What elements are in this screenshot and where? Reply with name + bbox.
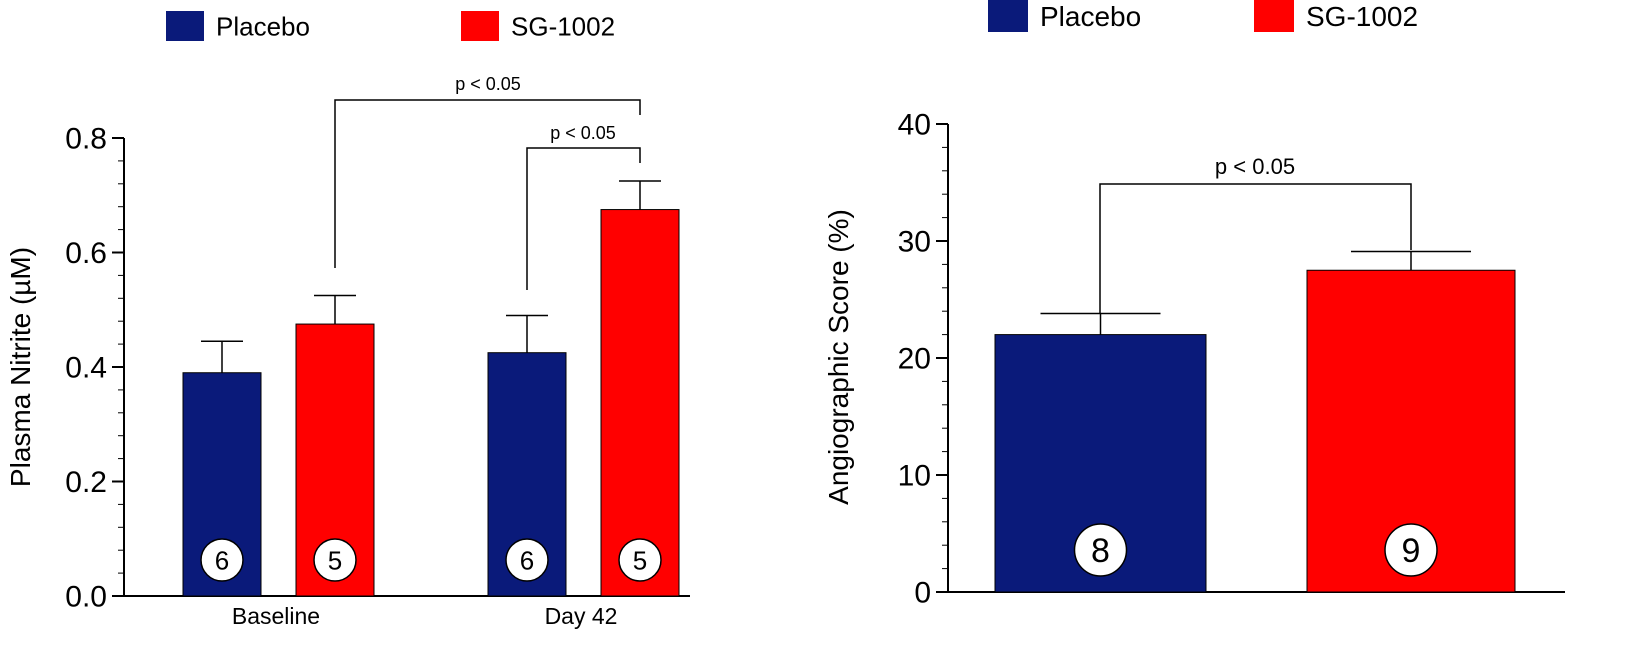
legend-label: Placebo: [1040, 1, 1141, 32]
n-badge: [618, 538, 662, 582]
x-category-label: Baseline: [232, 603, 320, 629]
legend-swatch: [1254, 0, 1294, 32]
y-axis-label: Angiographic Score (%): [823, 209, 854, 505]
n-label: 5: [633, 545, 647, 575]
y-tick-label: 0.0: [65, 581, 107, 614]
n-label: 6: [215, 545, 229, 575]
significance-bracket: [1099, 183, 1412, 313]
y-tick-label: 0.8: [65, 123, 107, 156]
legend-label: SG-1002: [1306, 1, 1418, 32]
y-tick-label: 0.2: [65, 466, 107, 499]
n-label: 6: [520, 545, 534, 575]
n-badge: [505, 538, 549, 582]
legend-swatch: [166, 11, 204, 41]
significance-label: p < 0.05: [550, 123, 616, 143]
significance-label: p < 0.05: [1215, 154, 1295, 179]
n-badge: [200, 538, 244, 582]
y-tick-label: 10: [898, 460, 931, 493]
legend-label: Placebo: [216, 11, 310, 41]
n-label: 9: [1402, 532, 1421, 570]
n-label: 8: [1091, 532, 1110, 570]
y-tick-label: 30: [898, 226, 931, 259]
n-label: 5: [328, 545, 342, 575]
y-tick-label: 20: [898, 343, 931, 376]
legend-label: SG-1002: [511, 11, 615, 41]
y-tick-label: 0.4: [65, 352, 107, 385]
significance-bracket: [526, 147, 641, 290]
bar: [600, 209, 680, 597]
legend-swatch: [461, 11, 499, 41]
y-tick-label: 0: [914, 577, 931, 610]
n-badge: [313, 538, 357, 582]
n-badge: [1073, 523, 1128, 577]
y-tick-label: 0.6: [65, 237, 107, 270]
significance-bracket: [334, 99, 641, 268]
significance-label: p < 0.05: [455, 74, 521, 94]
x-category-label: Day 42: [545, 603, 618, 629]
y-tick-label: 40: [898, 109, 931, 142]
n-badge: [1384, 523, 1438, 577]
legend-swatch: [988, 0, 1028, 32]
y-axis-label: Plasma Nitrite (µM): [5, 247, 36, 487]
